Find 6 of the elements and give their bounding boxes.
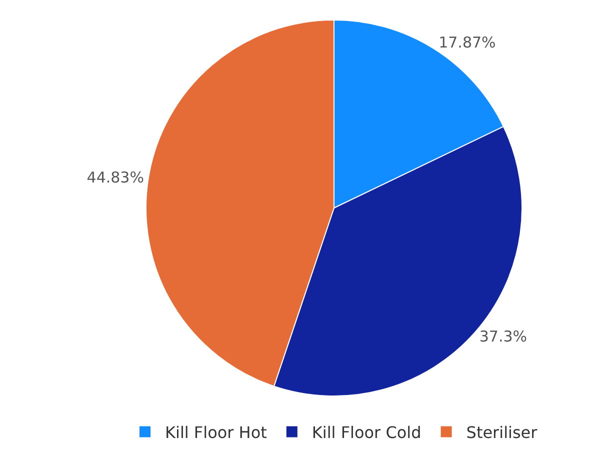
legend-label: Steriliser [466,422,538,442]
data-label: 17.87% [438,33,496,52]
data-label: 37.3% [479,327,528,346]
data-label: 44.83% [86,168,144,186]
legend-label: Kill Floor Cold [312,422,422,442]
legend-label: Kill Floor Hot [165,422,267,442]
